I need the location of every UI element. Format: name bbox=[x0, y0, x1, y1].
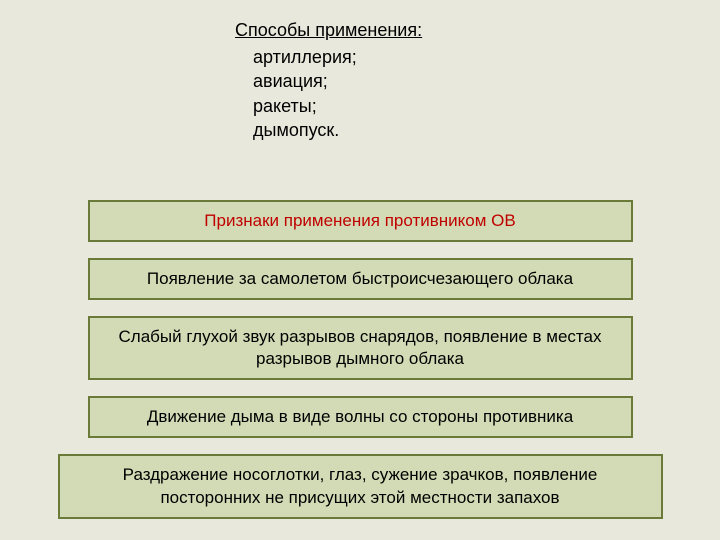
signs-heading-text: Признаки применения противником ОВ bbox=[204, 211, 515, 230]
usage-title: Способы применения: bbox=[235, 20, 422, 41]
sign-text: Слабый глухой звук разрывов снарядов, по… bbox=[119, 327, 602, 368]
sign-box: Раздражение носоглотки, глаз, сужение зр… bbox=[58, 454, 663, 518]
usage-item-label: ракеты; bbox=[253, 94, 317, 118]
usage-item: авиация; bbox=[235, 69, 422, 93]
usage-item: ракеты; bbox=[235, 94, 422, 118]
sign-box: Появление за самолетом быстроисчезающего… bbox=[88, 258, 633, 300]
signs-heading-box: Признаки применения противником ОВ bbox=[88, 200, 633, 242]
sign-text: Раздражение носоглотки, глаз, сужение зр… bbox=[123, 465, 598, 506]
sign-box: Движение дыма в виде волны со стороны пр… bbox=[88, 396, 633, 438]
sign-text: Движение дыма в виде волны со стороны пр… bbox=[147, 407, 573, 426]
sign-text: Появление за самолетом быстроисчезающего… bbox=[147, 269, 573, 288]
usage-item: артиллерия; bbox=[235, 45, 422, 69]
usage-item-label: авиация; bbox=[253, 69, 328, 93]
usage-section: Способы применения: артиллерия; авиация;… bbox=[235, 20, 422, 142]
usage-item-label: дымопуск. bbox=[253, 118, 339, 142]
sign-box: Слабый глухой звук разрывов снарядов, по… bbox=[88, 316, 633, 380]
usage-item-label: артиллерия; bbox=[253, 45, 357, 69]
usage-item: дымопуск. bbox=[235, 118, 422, 142]
signs-container: Признаки применения противником ОВ Появл… bbox=[0, 200, 720, 519]
